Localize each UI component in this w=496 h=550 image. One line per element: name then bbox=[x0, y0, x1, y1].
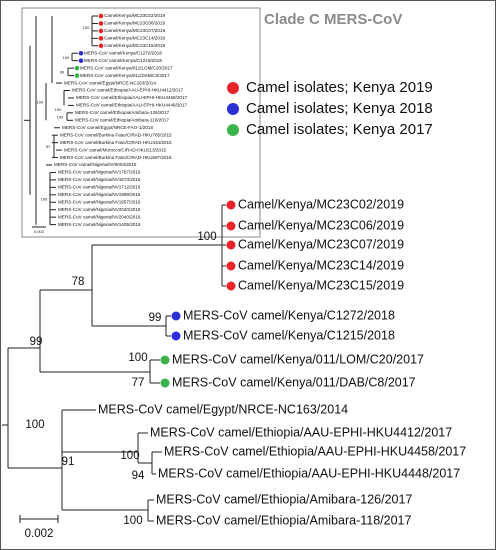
inset-dot bbox=[74, 73, 80, 78]
tip-label: MERS-CoV camel/Kenya/C1215/2018 bbox=[183, 328, 395, 342]
legend-label: Camel isolates; Kenya 2017 bbox=[246, 121, 433, 138]
inset-tip-label: MERS-CoV camel/Ethiopia/Amibara-118/2017 bbox=[75, 118, 169, 123]
tip-label: MERS-CoV camel/Ethiopia/AAU-EPHI-HKU4448… bbox=[158, 466, 460, 480]
support-value: 94 bbox=[132, 470, 145, 482]
inset-support: 100 bbox=[63, 55, 70, 60]
tip-label: MERS-CoV camel/Egypt/NRCE-NC163/2014 bbox=[98, 402, 348, 416]
support-value: 100 bbox=[25, 419, 44, 431]
inset-tip-label: Camel/Kenya/MC23C02/2019 bbox=[104, 13, 165, 18]
tip-label: MERS-CoV camel/Ethiopia/Amibara-126/2017 bbox=[156, 492, 412, 506]
inset-tip-label: MERS-CoV camel/Ethiopia/AAU-EPHI-HKU4412… bbox=[72, 88, 184, 93]
inset-tip-label: MERS-CoV camel/Burkina Faso/CIRAD-HKU785… bbox=[60, 132, 172, 137]
inset-tip-label: Camel/Kenya/MC23C14/2019 bbox=[104, 36, 165, 41]
inset-tip-label: Camel/Kenya/MC23C07/2019 bbox=[104, 28, 165, 33]
tip-label: MERS-CoV camel/Ethiopia/Amibara-118/2017 bbox=[156, 513, 411, 527]
inset-tip-label: MERS-CoV camel/Nigeria/NV1712/2016 bbox=[58, 185, 141, 190]
inset-tip-label: MERS-CoV camel/Nigeria/NV1787/2016 bbox=[58, 170, 141, 175]
tip-label: MERS-CoV camel/Kenya/C1272/2018 bbox=[183, 308, 395, 322]
support-value: 91 bbox=[62, 456, 75, 468]
legend-dot bbox=[227, 103, 239, 115]
inset-tip-label: MERS-CoV camel/Nigeria/NV1989/2016 bbox=[58, 192, 141, 197]
inset-dot bbox=[98, 21, 104, 26]
inset-support: 100 bbox=[41, 196, 48, 201]
inset-support: 100 bbox=[57, 114, 64, 119]
inset-support: 100 bbox=[55, 107, 62, 112]
tip-label: MERS-CoV camel/Kenya/011/DAB/C8/2017 bbox=[172, 375, 416, 389]
legend-dot bbox=[227, 124, 239, 136]
inset-dot bbox=[98, 36, 104, 41]
tip-dot bbox=[171, 331, 181, 341]
inset-tip-label: MERS-CoV camel/Burkina Faso/CIRAD-HKU434… bbox=[60, 140, 172, 145]
inset-tip-label: MERS-CoV camel/Ethiopia/AAU-EPHI-HKU4448… bbox=[76, 103, 188, 108]
inset-tip-label: MERS-CoV camel/Egypt/NRCE-NC163/2014 bbox=[64, 80, 156, 85]
tip-label: MERS-CoV camel/Kenya/011/LOM/C20/2017 bbox=[172, 352, 424, 366]
support-value: 99 bbox=[30, 336, 43, 348]
inset-dot bbox=[98, 28, 104, 34]
support-value: 77 bbox=[132, 377, 145, 389]
inset-scale-label: 0.002 bbox=[34, 229, 45, 234]
tip-label: Camel/Kenya/MC23C07/2019 bbox=[238, 237, 404, 251]
inset-tip-label: MERS-CoV camel/Nigeria/NV2040/2016 bbox=[58, 214, 141, 219]
support-value: 100 bbox=[128, 352, 147, 364]
inset-support: 99 bbox=[60, 70, 65, 75]
inset-tip-label: MERS-CoV camel/Kenya/011/LOM/C20/2017 bbox=[80, 65, 173, 70]
inset-tip-label: MERS-CoV camel/Ethiopia/Amibara-126/2017 bbox=[75, 110, 170, 115]
tip-dot bbox=[160, 378, 170, 388]
tip-label: Camel/Kenya/MC23C06/2019 bbox=[238, 218, 404, 232]
tip-label: Camel/Kenya/MC23C14/2019 bbox=[238, 258, 404, 272]
inset-box bbox=[21, 7, 261, 238]
support-value: 78 bbox=[72, 276, 85, 288]
inset-dot bbox=[78, 50, 84, 56]
inset-tip-label: Camel/Kenya/MC23C15/2019 bbox=[104, 43, 165, 48]
inset-tip-label: MERS-CoV camel/Nigeria/NV1673/2016 bbox=[58, 177, 141, 182]
scale-label: 0.002 bbox=[25, 528, 54, 540]
tip-dot bbox=[226, 221, 236, 231]
inset-dot bbox=[98, 43, 104, 49]
tip-dot bbox=[226, 240, 236, 250]
tip-label: MERS-CoV camel/Ethiopia/AAU-EPHI-HKU4412… bbox=[150, 425, 452, 439]
tip-dot bbox=[226, 281, 236, 291]
inset-support: 100 bbox=[37, 99, 44, 104]
inset-support: 100 bbox=[83, 25, 90, 30]
support-value: 100 bbox=[197, 231, 216, 243]
tip-label: MERS-CoV camel/Ethiopia/AAU-EPHI-HKU4458… bbox=[164, 444, 466, 458]
support-value: 99 bbox=[149, 312, 162, 324]
legend-label: Camel isolates; Kenya 2018 bbox=[246, 100, 433, 117]
inset-tip-label: MERS-CoV camel/Kenya/C1215/2018 bbox=[84, 58, 162, 63]
inset-dot bbox=[74, 65, 80, 71]
inset-tip-label: MERS-CoV camel/Morocco/CIRAD-HKU213/2015 bbox=[64, 147, 167, 152]
legend-dot bbox=[227, 82, 239, 94]
tip-dot bbox=[226, 261, 236, 271]
inset-tip-label: MERS-CoV camel/Kenya/C1272/2018 bbox=[84, 50, 162, 55]
tip-label: Camel/Kenya/MC23C02/2019 bbox=[238, 197, 404, 211]
inset-tip-label: MERS-CoV camel/Nigeria/NV2020/2016 bbox=[58, 207, 141, 212]
support-value: 100 bbox=[120, 450, 139, 462]
inset-tip-label: MERS-CoV camel/Nigeria/NV1405/2016 bbox=[58, 222, 141, 227]
support-value: 100 bbox=[123, 515, 142, 527]
tip-dot bbox=[226, 200, 236, 210]
inset-tip-label: MERS-CoV camel/Burkina Faso/CIRAD-HKU697… bbox=[60, 155, 172, 160]
tip-label: Camel/Kenya/MC23C15/2019 bbox=[238, 278, 404, 292]
inset-tip-label: MERS-CoV camel/Egypt/NRCE-FAO-1/2018 bbox=[62, 125, 153, 130]
legend-label: Camel isolates; Kenya 2019 bbox=[246, 79, 433, 96]
inset-tip-label: MERS-CoV camel/Kenya/011/DAB/C8/2017 bbox=[80, 73, 170, 78]
inset-support: 97 bbox=[46, 144, 51, 149]
inset-tip-label: MERS-CoV camel/Nigeria/NV5004/2015 bbox=[54, 162, 137, 167]
inset-dot bbox=[78, 58, 84, 63]
inset-dot bbox=[98, 13, 104, 19]
title: Clade C MERS-CoV bbox=[264, 11, 402, 28]
inset-tip-label: Camel/Kenya/MC23C06/2019 bbox=[104, 21, 165, 26]
inset-tip-label: MERS-CoV camel/Nigeria/NV1957/2016 bbox=[58, 199, 141, 204]
tip-dot bbox=[160, 355, 170, 365]
tip-dot bbox=[171, 311, 181, 321]
inset-tip-label: MERS-CoV camel/Ethiopia/AAU-EPHI-HKU4458… bbox=[76, 95, 188, 100]
